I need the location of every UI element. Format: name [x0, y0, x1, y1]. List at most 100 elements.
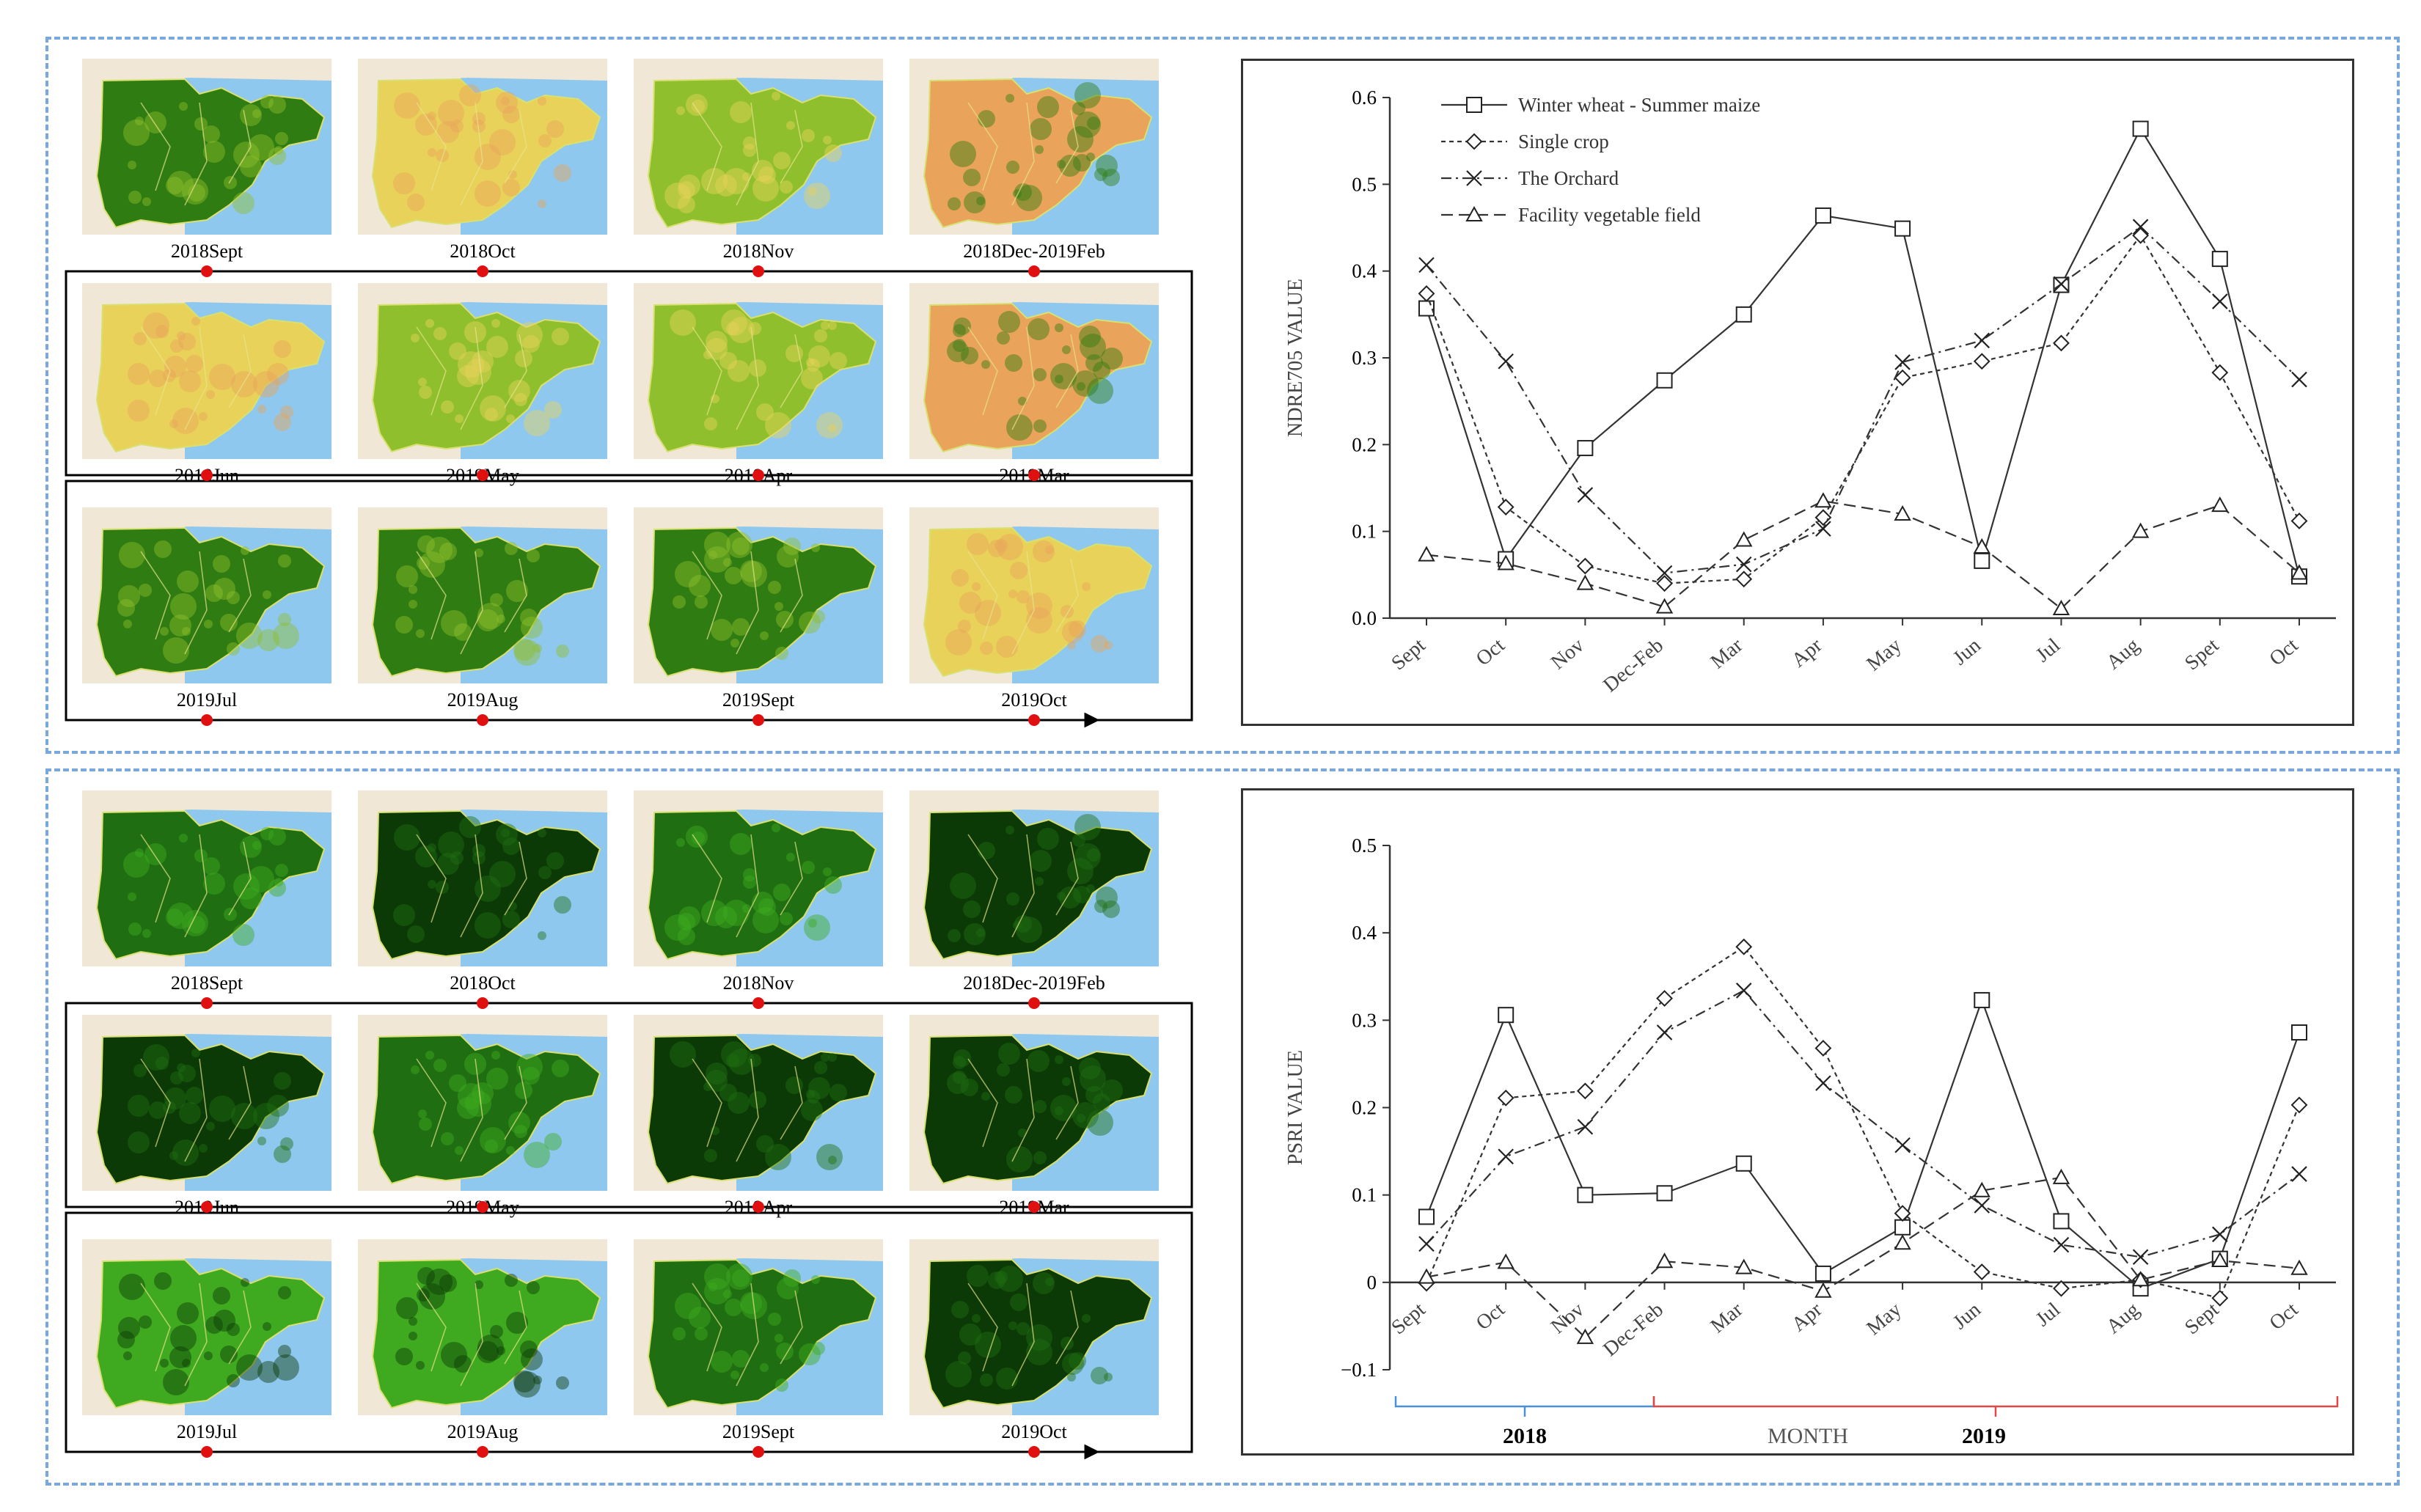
data-point [1656, 575, 1673, 592]
x-tick-label: Oct [1472, 1298, 1509, 1335]
data-point [1418, 300, 1435, 317]
x-tick-label: Nov [1547, 1298, 1589, 1338]
data-point [1973, 1263, 1990, 1280]
psri-map-thumbnail [909, 790, 1159, 966]
y-axis-label: NDRE705 VALUE [1284, 279, 1307, 437]
x-tick-label: Nov [1547, 634, 1589, 675]
x-tick-label: May [1862, 1298, 1905, 1340]
timeline-dot [1028, 997, 1040, 1009]
series-square [1418, 120, 2307, 585]
psri-map-thumbnail [82, 1239, 332, 1415]
data-point [1418, 1236, 1435, 1252]
y-tick-label: −0.1 [1341, 1359, 1377, 1381]
data-point [1577, 487, 1594, 503]
timeline-path [65, 1002, 1193, 1460]
data-point [1815, 1075, 1831, 1091]
ndre-map-thumbnail [634, 59, 883, 235]
year-label: 2018 [1503, 1424, 1547, 1448]
data-point [1497, 1089, 1515, 1107]
data-point [1497, 1253, 1515, 1269]
series-line [1426, 225, 2300, 574]
ndre-map-thumbnail [634, 283, 883, 459]
x-tick-label: Apr [1787, 634, 1827, 672]
data-point [1497, 499, 1515, 515]
psri-map-thumbnail [358, 790, 607, 966]
data-point [2211, 496, 2229, 513]
timeline-dot [1028, 1201, 1040, 1213]
data-point [1735, 983, 1752, 999]
psri-map-date-label: 2019Aug [447, 1421, 519, 1442]
data-point [2211, 364, 2229, 381]
timeline-dot [201, 265, 213, 277]
timeline-dot [477, 714, 488, 726]
data-point [2291, 371, 2307, 388]
ndre-line-chart: 0.0 0.1 0.2 0.3 0.4 0.5 0.6 Sept Oct Nov Dec-Feb Ma… [1284, 87, 2336, 697]
data-point [1973, 1181, 1990, 1197]
data-point [1735, 938, 1753, 955]
y-tick-label: 0.3 [1352, 347, 1377, 369]
data-point [1735, 570, 1753, 588]
y-tick-label: 0 [1367, 1271, 1377, 1293]
psri-map-date-label: 2019Oct [1001, 1421, 1067, 1442]
psri-timeline [65, 997, 1193, 1460]
timeline-dot [477, 469, 488, 481]
timeline-dot [201, 997, 213, 1009]
timeline-dot [752, 469, 764, 481]
x-tick-label: Jul [2032, 634, 2065, 667]
ndre-map-date-label: 2018Oct [450, 241, 516, 262]
data-point [2132, 219, 2149, 235]
data-point [1735, 1258, 1753, 1274]
ndre-map-thumbnail [358, 283, 607, 459]
x-tick-label: Sept [1387, 1298, 1429, 1339]
svg-text:Single crop: Single crop [1518, 131, 1609, 153]
psri-chart-frame: −0.1 0 0.1 0.2 0.3 0.4 0.5 Sept Oct Nov Dec-Feb Mar… [1241, 788, 2354, 1456]
data-point [2052, 1168, 2070, 1184]
series-line [1425, 127, 2301, 577]
ndre-map-date-label: 2019Aug [447, 689, 519, 711]
psri-map-thumbnail [909, 1239, 1159, 1415]
timeline-dot [201, 469, 213, 481]
data-point [2132, 120, 2149, 137]
data-point [1577, 1186, 1594, 1203]
x-tick-label: Aug [2102, 634, 2144, 675]
data-point [2212, 1226, 2228, 1243]
data-point [1973, 537, 1990, 554]
data-point [2132, 227, 2150, 244]
x-axis-label: MONTH [1768, 1424, 1848, 1448]
timeline-dot [477, 1446, 488, 1458]
timeline-dot [201, 1201, 213, 1213]
ndre-map-thumbnail [82, 59, 332, 235]
psri-map-thumbnail [634, 790, 883, 966]
data-point [1656, 372, 1673, 389]
data-point [1814, 1282, 1832, 1298]
data-point [1815, 521, 1831, 537]
psri-map-date-label: 2018Nov [722, 972, 794, 994]
data-point [1656, 1024, 1673, 1041]
y-tick-label: 0.2 [1352, 433, 1377, 455]
timeline-path [65, 270, 1193, 728]
data-point [1894, 1205, 1911, 1222]
data-point [1656, 565, 1673, 581]
ndre-map-date-label: 2019Jul [176, 689, 238, 711]
data-point [1498, 353, 1514, 370]
data-point [1576, 557, 1594, 575]
timeline-dot [1028, 714, 1040, 726]
timeline-dot [1028, 1446, 1040, 1458]
ndre-map-thumbnail [909, 283, 1159, 459]
psri-map-thumbnail [358, 1015, 607, 1191]
year-2018-bracket [1394, 1396, 1655, 1417]
x-tick-label: Oct [2266, 634, 2303, 670]
data-point [2211, 1289, 2229, 1307]
data-point [2131, 522, 2150, 538]
data-point [1894, 1234, 1911, 1250]
psri-map-thumbnail [82, 790, 332, 966]
data-point [1577, 1118, 1594, 1135]
data-point [2053, 1213, 2070, 1230]
timeline-dot [1028, 265, 1040, 277]
data-point [1577, 440, 1594, 457]
data-point [1418, 1208, 1435, 1225]
psri-panel [45, 768, 2400, 1486]
data-point [1418, 1268, 1435, 1284]
timeline-dot [201, 1446, 213, 1458]
series-line [1426, 989, 2300, 1258]
